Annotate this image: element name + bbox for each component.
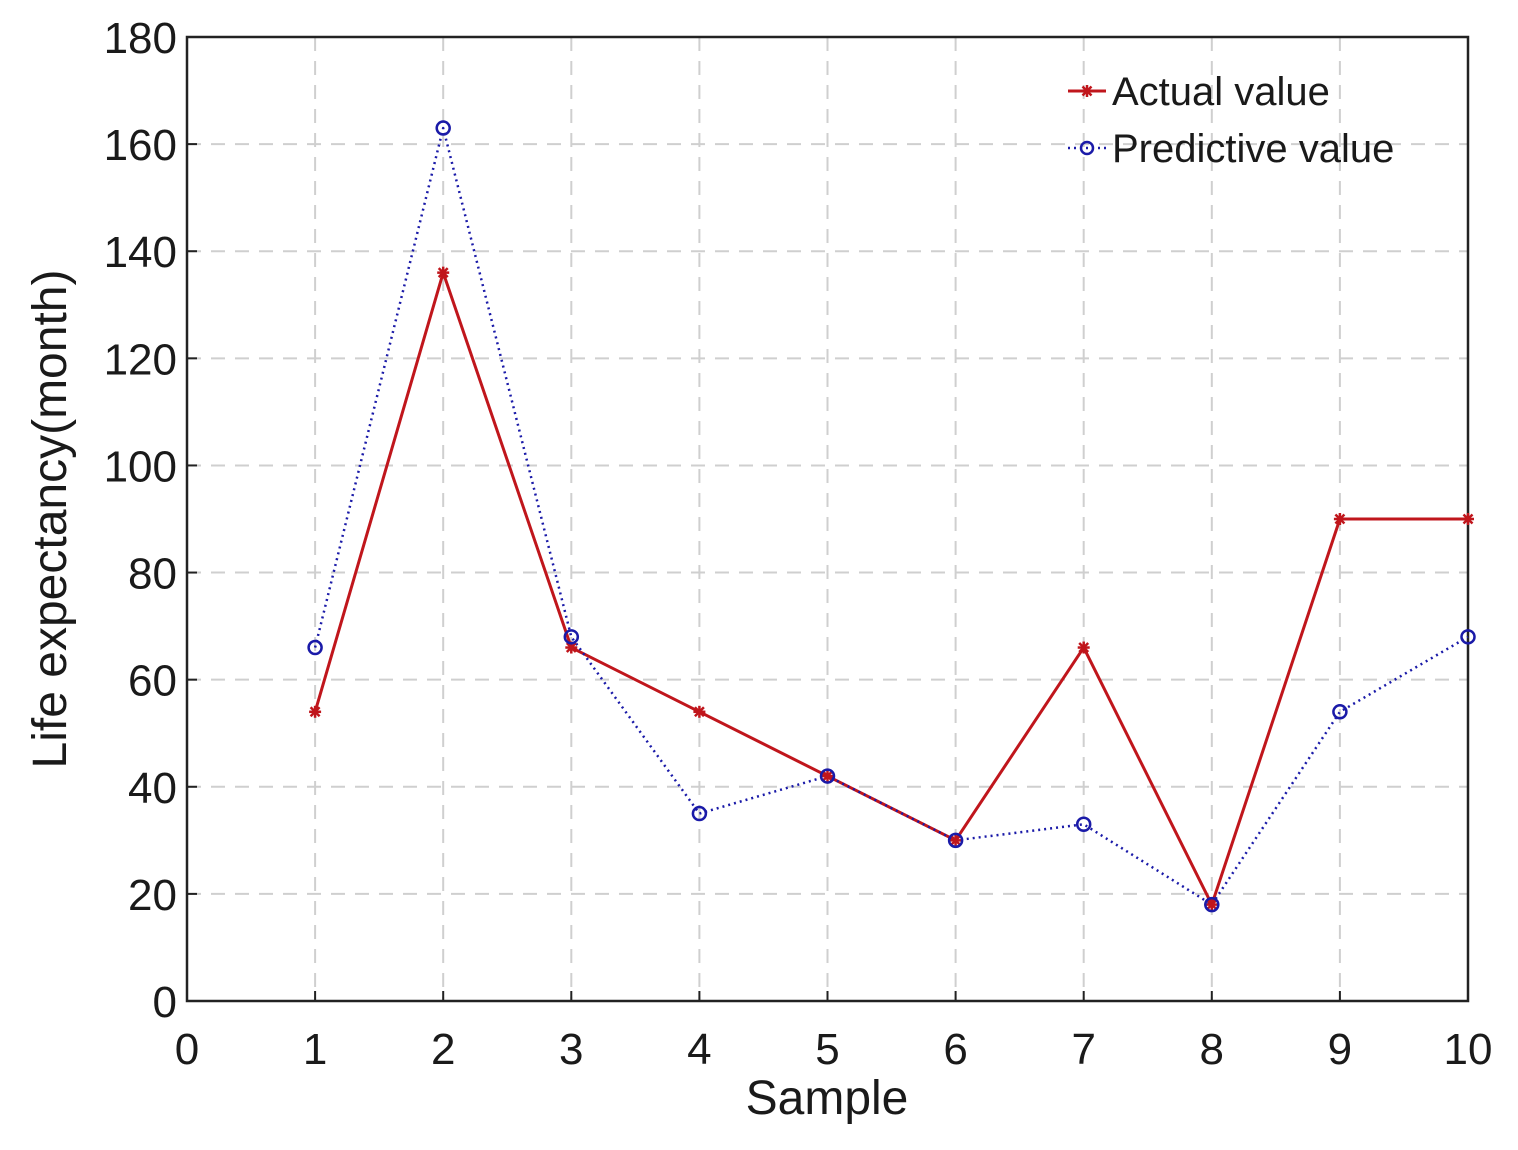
x-tick-label: 5 <box>815 1025 839 1074</box>
x-tick-label: 8 <box>1200 1025 1224 1074</box>
series-layer <box>307 120 1476 913</box>
data-point-predictive <box>691 805 708 822</box>
data-point-predictive <box>1075 816 1092 833</box>
data-point-predictive <box>1460 629 1476 645</box>
y-tick-label: 40 <box>128 764 177 813</box>
legend-label-predictive: Predictive value <box>1112 127 1394 171</box>
x-tick-label: 7 <box>1071 1025 1095 1074</box>
legend-marker-predictive <box>1079 140 1095 156</box>
data-point-predictive <box>307 639 323 656</box>
y-tick-label: 180 <box>104 14 177 63</box>
data-point-predictive <box>1332 704 1348 720</box>
y-tick-label: 80 <box>128 550 177 599</box>
x-tick-label: 2 <box>431 1025 455 1074</box>
data-point-actual <box>693 705 706 718</box>
legend-label-actual: Actual value <box>1112 70 1330 114</box>
legend: Actual value Predictive value <box>1068 70 1394 171</box>
y-tick-label: 160 <box>104 121 177 170</box>
series-line-actual <box>313 271 1468 907</box>
y-tick-label: 100 <box>104 442 177 491</box>
data-point-predictive <box>819 768 836 784</box>
data-point-actual <box>949 834 962 847</box>
grid-layer <box>187 37 1468 1001</box>
data-point-predictive <box>947 832 964 849</box>
x-axis-ticks: 0 1 2 3 4 5 6 7 8 9 10 <box>175 991 1493 1074</box>
x-tick-label: 4 <box>687 1025 711 1074</box>
data-point-actual <box>309 705 322 718</box>
x-tick-label: 1 <box>303 1025 327 1074</box>
y-tick-label: 20 <box>128 871 177 920</box>
series-line-predictive <box>313 126 1469 906</box>
data-point-actual <box>821 770 834 783</box>
x-tick-label: 10 <box>1444 1025 1493 1074</box>
data-point-actual <box>437 266 450 279</box>
y-tick-label: 120 <box>104 335 177 384</box>
y-tick-label: 140 <box>104 228 177 277</box>
x-axis-title: Sample <box>746 1072 909 1125</box>
legend-marker-actual <box>1081 85 1093 97</box>
data-point-actual <box>1077 641 1090 654</box>
data-point-predictive <box>1204 896 1220 913</box>
x-tick-label: 0 <box>175 1025 199 1074</box>
data-point-actual <box>1205 898 1218 911</box>
data-point-predictive <box>563 629 580 645</box>
y-axis-ticks: 0 20 40 60 80 100 120 140 160 180 <box>104 14 197 1027</box>
y-axis-title: Life expectancy(month) <box>24 270 77 769</box>
x-tick-label: 6 <box>943 1025 967 1074</box>
y-tick-label: 0 <box>153 978 177 1027</box>
x-tick-label: 9 <box>1328 1025 1352 1074</box>
data-point-predictive <box>435 120 451 136</box>
data-point-actual <box>1333 513 1346 525</box>
data-point-actual <box>1462 513 1474 525</box>
y-tick-label: 60 <box>128 657 177 706</box>
x-tick-label: 3 <box>559 1025 583 1074</box>
